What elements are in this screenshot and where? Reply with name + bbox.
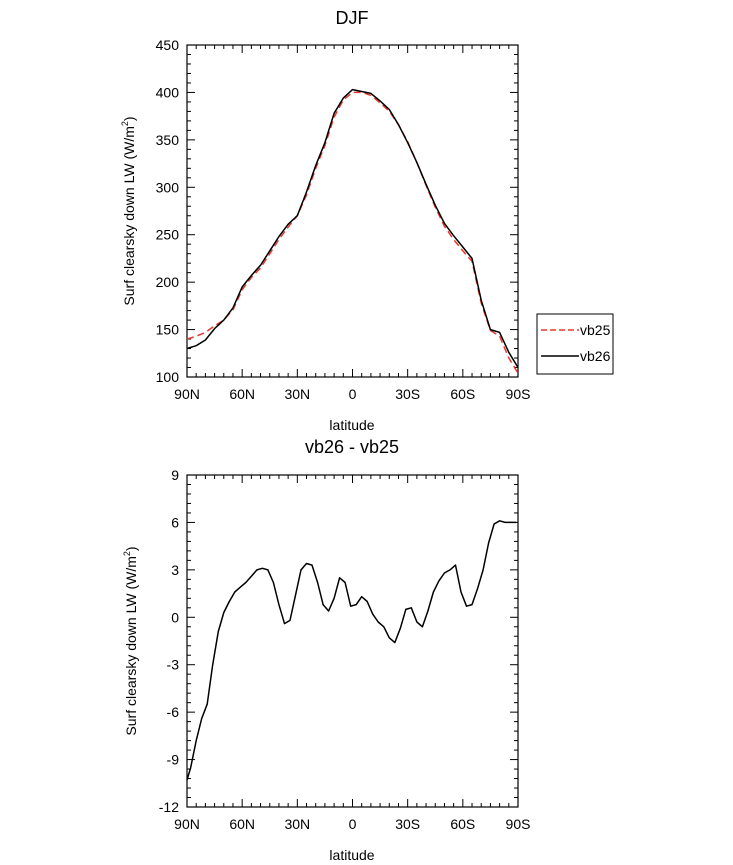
top-y-tick-label: 450 bbox=[156, 37, 180, 53]
bottom-panel: vb26 - vb25 90N 60N 30N 0 30S 60S 90S -12-9-6-… bbox=[122, 437, 530, 863]
top-y-tick-label: 100 bbox=[156, 369, 180, 385]
bottom-y-axis-label-sup: 2 bbox=[122, 551, 132, 556]
bottom-plot-frame bbox=[186, 474, 519, 808]
bottom-series-lines bbox=[186, 520, 517, 781]
top-y-tick-label: 300 bbox=[156, 179, 180, 195]
bottom-y-tick-label: -9 bbox=[167, 752, 180, 768]
top-y-tick-label: 200 bbox=[156, 274, 180, 290]
bottom-x-tick-label: 0 bbox=[349, 816, 357, 832]
top-x-tick-label: 30N bbox=[284, 386, 310, 402]
bottom-y-tick-label: 9 bbox=[171, 467, 179, 483]
legend-box bbox=[536, 313, 614, 375]
bottom-series-line-diff-0 bbox=[186, 520, 517, 781]
bottom-x-tick-label: 90N bbox=[174, 816, 200, 832]
top-y-tick-label: 150 bbox=[156, 322, 180, 338]
top-x-tick-label: 90S bbox=[506, 386, 531, 402]
top-y-axis-label-sup: 2 bbox=[120, 121, 130, 126]
top-x-axis-label: latitude bbox=[329, 417, 374, 433]
top-x-tick-label: 60S bbox=[450, 386, 475, 402]
top-x-tick-label: 90N bbox=[174, 386, 200, 402]
top-y-axis-label-close: ) bbox=[121, 116, 137, 121]
bottom-y-tick-label: -12 bbox=[159, 799, 179, 815]
bottom-x-tick-label: 30N bbox=[284, 816, 310, 832]
bottom-x-tick-label: 60S bbox=[450, 816, 475, 832]
bottom-x-tick-label: 60N bbox=[229, 816, 255, 832]
legend-label-vb26: vb26 bbox=[580, 348, 611, 364]
top-y-axis-label: Surf clearsky down LW (W/m2) bbox=[120, 116, 137, 305]
bottom-y-axis-label-close: ) bbox=[123, 546, 139, 551]
bottom-y-axis-label: Surf clearsky down LW (W/m2) bbox=[122, 546, 139, 735]
top-chart-title: DJF bbox=[336, 8, 369, 28]
top-x-tick-label: 0 bbox=[349, 386, 357, 402]
top-x-tick-label: 60N bbox=[229, 386, 255, 402]
bottom-x-axis-label: latitude bbox=[329, 847, 374, 863]
top-series-lines bbox=[186, 88, 519, 374]
top-y-tick-label: 400 bbox=[156, 84, 180, 100]
bottom-x-tick-label: 90S bbox=[506, 816, 531, 832]
bottom-y-tick-label: 3 bbox=[171, 562, 179, 578]
top-ticks bbox=[186, 44, 519, 378]
legend: vb25 vb26 bbox=[536, 313, 614, 375]
legend-label-vb25: vb25 bbox=[580, 322, 611, 338]
top-series-line-vb25 bbox=[186, 91, 519, 374]
top-x-tick-label: 30S bbox=[395, 386, 420, 402]
top-y-tick-labels: 100 150 200 250 300 350 400 450 bbox=[156, 37, 180, 385]
top-plot-frame bbox=[186, 44, 519, 378]
bottom-y-axis-label-main: Surf clearsky down LW (W/m bbox=[123, 556, 139, 735]
top-y-axis-label-main: Surf clearsky down LW (W/m bbox=[121, 126, 137, 305]
bottom-x-tick-label: 30S bbox=[395, 816, 420, 832]
top-panel: DJF 90N 60N 30N 0 30S 60S 90S 100 150 200 250 300 3… bbox=[120, 8, 614, 433]
bottom-chart-title: vb26 - vb25 bbox=[305, 437, 399, 457]
top-y-tick-label: 350 bbox=[156, 132, 180, 148]
bottom-y-tick-label: -3 bbox=[167, 657, 180, 673]
bottom-y-tick-label: 0 bbox=[171, 609, 179, 625]
bottom-x-tick-labels: 90N 60N 30N 0 30S 60S 90S bbox=[174, 816, 530, 832]
bottom-y-tick-labels: -12 -9 -6 -3 0 3 6 9 bbox=[159, 467, 179, 815]
bottom-y-tick-label: 6 bbox=[171, 514, 179, 530]
top-x-tick-labels: 90N 60N 30N 0 30S 60S 90S bbox=[174, 386, 530, 402]
bottom-ticks bbox=[186, 474, 519, 808]
top-y-tick-label: 250 bbox=[156, 227, 180, 243]
top-series-line-vb26 bbox=[186, 88, 519, 368]
bottom-y-tick-label: -6 bbox=[167, 704, 180, 720]
